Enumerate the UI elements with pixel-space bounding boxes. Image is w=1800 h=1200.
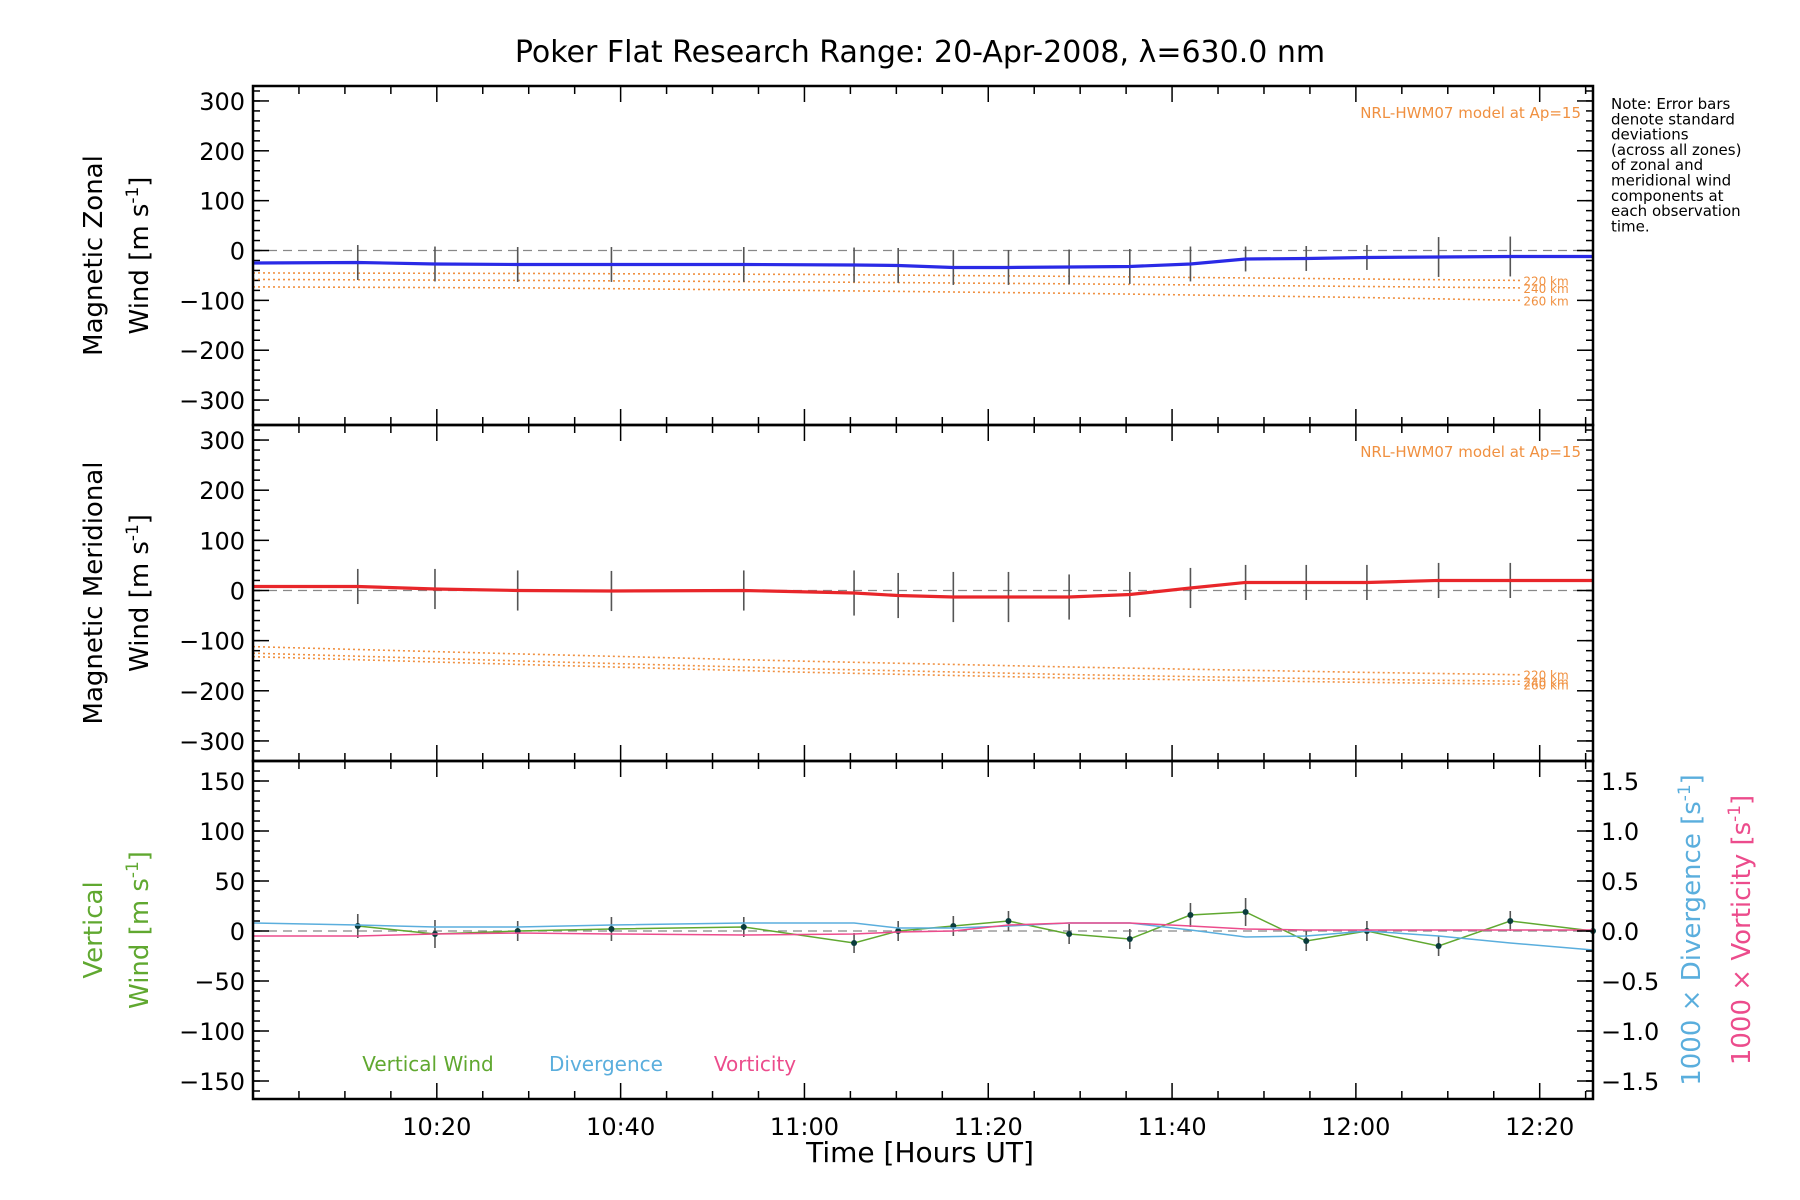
data-point	[851, 940, 858, 946]
y-tick-label: 150	[199, 768, 245, 796]
model-curve	[252, 278, 1522, 289]
note-line: denote standard	[1611, 110, 1735, 128]
note-line: (across all zones)	[1611, 141, 1741, 159]
note-line: each observation	[1611, 202, 1741, 220]
data-point	[1507, 918, 1514, 924]
data-point	[740, 924, 747, 930]
y-axis-label-line2: Wind [m s-1]	[122, 177, 155, 335]
x-tick-label: 12:00	[1321, 1113, 1390, 1141]
x-tick-label: 11:00	[770, 1113, 839, 1141]
y-tick-label: −300	[179, 387, 245, 415]
model-curve	[252, 655, 1522, 686]
panel-zonal: 300 200 100 0 −100 −200 −300 Magnetic Zonal Wind…	[79, 84, 1595, 427]
y-tick-label: −50	[194, 968, 245, 996]
panel-frame	[251, 84, 1595, 427]
y-axis-label-line2: Wind [m s-1]	[122, 851, 155, 1009]
note-line: deviations	[1611, 126, 1689, 144]
y-tick-label: 300	[199, 427, 245, 455]
model-curve	[252, 652, 1522, 683]
y-tick-label: −100	[179, 1018, 245, 1046]
model-curve-label: 240 km	[1523, 282, 1568, 296]
note-line: components at	[1611, 187, 1724, 205]
data-point	[1066, 931, 1073, 937]
y2-tick-label: 1.0	[1601, 818, 1639, 846]
data-point	[1242, 909, 1249, 915]
data-point	[1187, 912, 1194, 918]
x-axis-label: Time [Hours UT]	[805, 1136, 1034, 1169]
data-point	[895, 928, 902, 934]
y-tick-label: 0	[230, 238, 245, 266]
y-tick-label: 200	[199, 138, 245, 166]
y2-tick-label: 1.5	[1601, 768, 1639, 796]
y-tick-label: 100	[199, 527, 245, 555]
model-label: NRL-HWM07 model at Ap=15	[1360, 443, 1581, 461]
legend-item: Divergence	[549, 1052, 663, 1076]
series-line	[252, 922, 1594, 951]
y-tick-label: −300	[179, 728, 245, 756]
note-line: Note: Error bars	[1611, 95, 1731, 113]
x-tick-label: 12:20	[1505, 1113, 1574, 1141]
y-axis-label-line1: Magnetic Meridional	[79, 462, 109, 725]
y-tick-label: −200	[179, 337, 245, 365]
model-curve-label: 240 km	[1523, 675, 1568, 689]
data-point	[1435, 943, 1442, 949]
note-line: of zonal and	[1611, 156, 1703, 174]
y-axis-label-line1: Vertical	[79, 881, 109, 978]
model-curve-label: 220 km	[1523, 274, 1568, 288]
y2-tick-label: 0.0	[1601, 918, 1639, 946]
y-tick-label: 100	[199, 188, 245, 216]
y2-label-divergence: 1000 × Divergence [s-1]	[1674, 774, 1707, 1086]
y-axis-label-line1: Magnetic Zonal	[79, 155, 109, 356]
model-curve-label: 260 km	[1523, 294, 1568, 308]
x-tick-label: 10:40	[586, 1113, 655, 1141]
y2-tick-label: 0.5	[1601, 868, 1639, 896]
x-tick-label: 10:20	[402, 1113, 471, 1141]
y-axis-label-line2: Wind [m s-1]	[122, 514, 155, 672]
model-curve	[252, 286, 1522, 302]
model-label: NRL-HWM07 model at Ap=15	[1360, 104, 1581, 122]
model-curve	[252, 645, 1522, 676]
y-tick-label: −200	[179, 678, 245, 706]
data-point	[1005, 918, 1012, 924]
y-tick-label: −100	[179, 287, 245, 315]
y-tick-label: 0	[230, 918, 245, 946]
panel-meridional: 300 200 100 0 −100 −200 −300 Magnetic Meridiona…	[79, 423, 1595, 763]
series-line	[253, 578, 1593, 599]
panel-frame	[251, 423, 1595, 763]
panel-frame	[251, 759, 1595, 1101]
panel-vertical: 150 100 50 0 −50 −100 −150 Vertical Wind [m s-1]…	[79, 759, 1757, 1141]
y2-tick-label: −1.5	[1601, 1068, 1659, 1096]
y-tick-label: 0	[230, 577, 245, 605]
y-tick-label: 100	[199, 818, 245, 846]
x-tick-label: 11:20	[954, 1113, 1023, 1141]
series-line	[252, 254, 1593, 270]
y-tick-label: 50	[214, 868, 245, 896]
series-line	[253, 922, 1593, 937]
y2-tick-label: −0.5	[1601, 968, 1659, 996]
legend-item: Vorticity	[714, 1052, 796, 1076]
y2-label-vorticity: 1000 × Vorticity [s-1]	[1724, 795, 1757, 1065]
note-line: meridional wind	[1611, 172, 1731, 190]
x-tick-label: 11:40	[1137, 1113, 1206, 1141]
series-line	[357, 911, 1594, 947]
y-tick-label: −100	[179, 628, 245, 656]
y2-tick-label: −1.0	[1601, 1018, 1659, 1046]
y-tick-label: −150	[179, 1068, 245, 1096]
model-curve-label: 220 km	[1523, 669, 1568, 683]
note-line: time.	[1611, 217, 1650, 235]
y-tick-label: 300	[199, 88, 245, 116]
y-tick-label: 200	[199, 477, 245, 505]
data-point	[1303, 938, 1310, 944]
chart-title: Poker Flat Research Range: 20-Apr-2008, …	[515, 35, 1325, 70]
legend-item: Vertical Wind	[362, 1052, 493, 1076]
data-point	[354, 923, 361, 929]
model-curve	[252, 272, 1522, 282]
data-point	[608, 926, 615, 932]
data-point	[1126, 936, 1133, 942]
model-curve-label: 260 km	[1523, 678, 1568, 692]
